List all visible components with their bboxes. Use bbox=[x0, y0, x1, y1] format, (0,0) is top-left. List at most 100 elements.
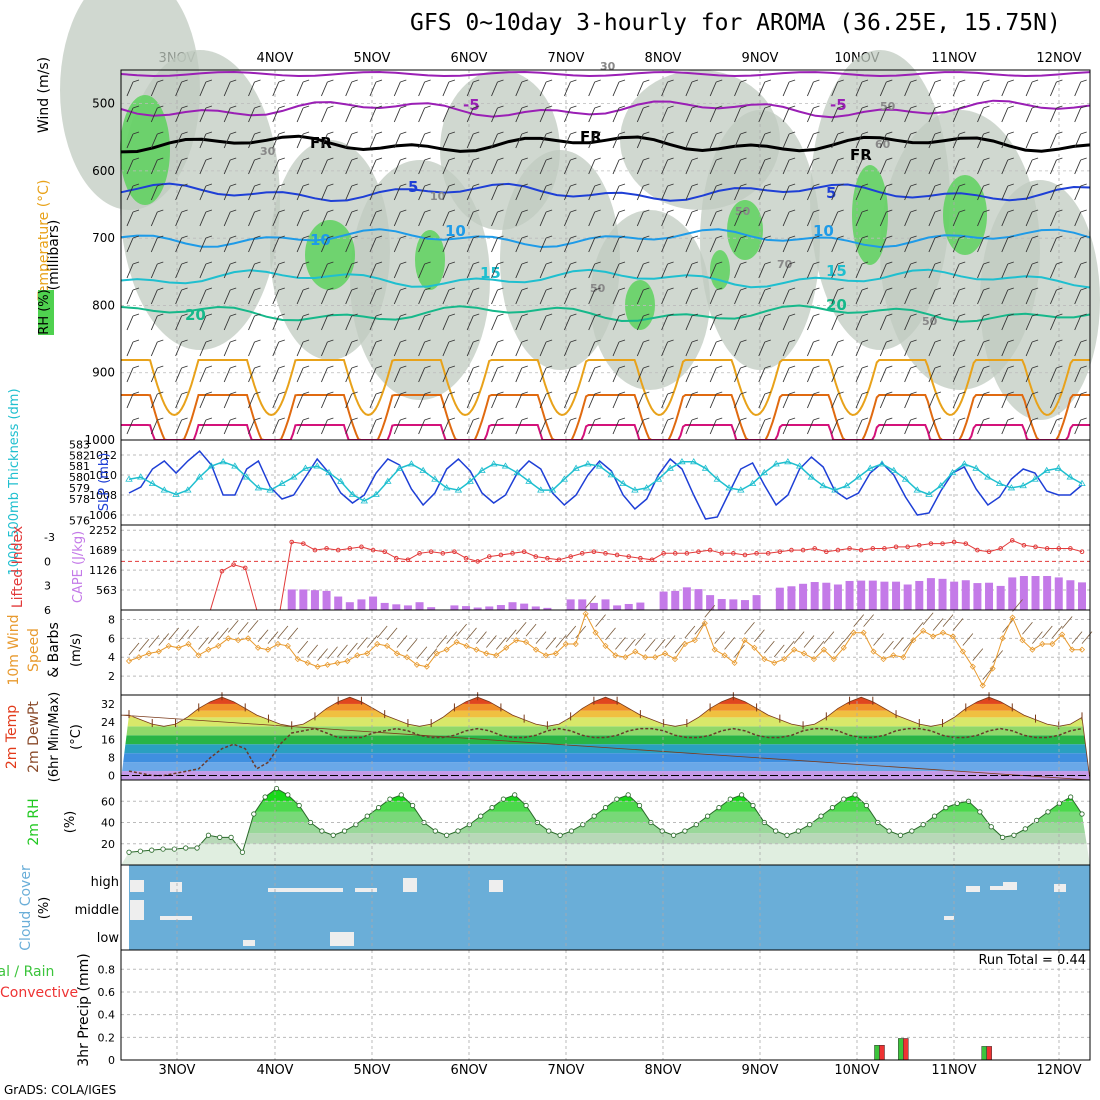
rh-marker bbox=[330, 832, 336, 838]
wind-barb bbox=[521, 105, 528, 109]
wind-barb bbox=[1007, 261, 1014, 265]
wind-barb bbox=[977, 81, 984, 97]
wind-barb bbox=[476, 631, 487, 644]
wind-barb bbox=[497, 287, 504, 291]
wind-barb bbox=[296, 341, 304, 357]
wind-barb bbox=[448, 79, 456, 83]
wind-barb bbox=[456, 623, 467, 637]
wind-barb bbox=[157, 183, 164, 187]
wind-barb bbox=[643, 235, 650, 239]
wind-barb bbox=[563, 133, 571, 149]
thickness-marker bbox=[972, 464, 980, 471]
wind-barb bbox=[327, 209, 334, 213]
y-tick-label-precip: 0 bbox=[108, 1054, 115, 1067]
wind-barb bbox=[345, 289, 353, 305]
wind-barb bbox=[636, 315, 644, 331]
wind-barb bbox=[375, 339, 383, 343]
contour-label: 10 bbox=[813, 222, 834, 240]
y-tick-label-thickness: 582 bbox=[69, 449, 90, 462]
wind-barb bbox=[861, 79, 869, 83]
wind-barb bbox=[393, 159, 401, 175]
wind-barb bbox=[813, 79, 820, 83]
wind-barb bbox=[1074, 315, 1082, 331]
wind-barb bbox=[588, 133, 596, 149]
thickness-marker bbox=[219, 458, 227, 465]
lifted-marker bbox=[928, 541, 934, 546]
wind-barb bbox=[539, 159, 547, 175]
wind-marker bbox=[751, 644, 758, 651]
wind-barb bbox=[788, 183, 796, 187]
wind-barb bbox=[758, 107, 766, 123]
wind-barb bbox=[199, 419, 207, 435]
wind-barb bbox=[904, 393, 912, 409]
y-axis-title-slp: SLP (mb) bbox=[97, 453, 112, 512]
wind-barb bbox=[910, 235, 917, 239]
wind-barb bbox=[327, 313, 334, 317]
lifted-marker bbox=[510, 551, 515, 556]
wind-barb bbox=[1080, 391, 1087, 395]
wind-barb bbox=[418, 107, 426, 123]
cape-bar bbox=[961, 580, 970, 610]
wind-barb bbox=[977, 289, 984, 305]
wind-barb bbox=[588, 315, 596, 331]
wind-barb bbox=[366, 635, 378, 648]
wind-barb bbox=[1080, 339, 1087, 343]
wind-barb bbox=[272, 289, 280, 305]
wind-barb bbox=[886, 365, 893, 369]
rh-marker bbox=[602, 805, 609, 811]
wind-barb bbox=[369, 107, 377, 123]
wind-marker bbox=[523, 639, 530, 646]
wind-barb bbox=[296, 289, 304, 305]
wind-marker bbox=[691, 637, 698, 644]
wind-barb bbox=[1007, 365, 1014, 369]
wind-marker bbox=[562, 640, 569, 648]
lifted-marker bbox=[731, 551, 736, 556]
wind-barb bbox=[400, 183, 407, 187]
wind-barb bbox=[199, 289, 207, 305]
wind-barb bbox=[1049, 367, 1057, 383]
wind-barb bbox=[664, 635, 676, 648]
wind-barb bbox=[563, 81, 571, 97]
wind-barb bbox=[643, 261, 650, 265]
wind-marker bbox=[185, 640, 192, 648]
wind-barb bbox=[466, 341, 474, 357]
y-tick-label-wind: 2 bbox=[108, 670, 115, 683]
wind-barb bbox=[643, 79, 650, 83]
wind-barb bbox=[1031, 131, 1039, 135]
cape-bar bbox=[1043, 576, 1052, 610]
rh-marker bbox=[489, 805, 495, 811]
wind-barb bbox=[595, 614, 606, 627]
cape-bar bbox=[775, 587, 784, 610]
y-tick-label: 900 bbox=[92, 366, 115, 380]
wind-barb bbox=[491, 133, 498, 149]
contour-label: FR bbox=[310, 134, 332, 152]
wind-barb bbox=[855, 289, 863, 305]
rh-marker bbox=[954, 800, 960, 806]
lifted-marker bbox=[498, 552, 504, 558]
wind-marker bbox=[979, 682, 986, 689]
wind-barb bbox=[351, 131, 358, 135]
lifted-marker bbox=[486, 554, 492, 559]
wind-barb bbox=[831, 289, 839, 305]
wind-marker bbox=[254, 644, 262, 651]
wind-barb bbox=[375, 365, 383, 369]
wind-barb bbox=[223, 419, 231, 435]
wind-barb bbox=[545, 339, 553, 343]
wind-barb bbox=[618, 209, 626, 213]
wind-barb bbox=[661, 211, 669, 227]
legend-rh-swatch bbox=[38, 290, 54, 335]
wind-barb bbox=[393, 289, 401, 305]
wind-barb bbox=[515, 315, 523, 331]
wind-barb bbox=[714, 631, 726, 644]
thickness-marker bbox=[466, 477, 474, 484]
wind-barb bbox=[230, 365, 237, 369]
wind-barb bbox=[959, 157, 966, 161]
wind-barb bbox=[491, 185, 498, 201]
wind-barb bbox=[928, 315, 936, 331]
wind-barb bbox=[570, 79, 577, 83]
cape-bar bbox=[508, 602, 517, 610]
wind-barb bbox=[594, 157, 601, 161]
wind-barb bbox=[667, 235, 674, 239]
y-tick-label-lifted: 6 bbox=[44, 604, 51, 617]
cloud-level-label: middle bbox=[75, 903, 119, 918]
